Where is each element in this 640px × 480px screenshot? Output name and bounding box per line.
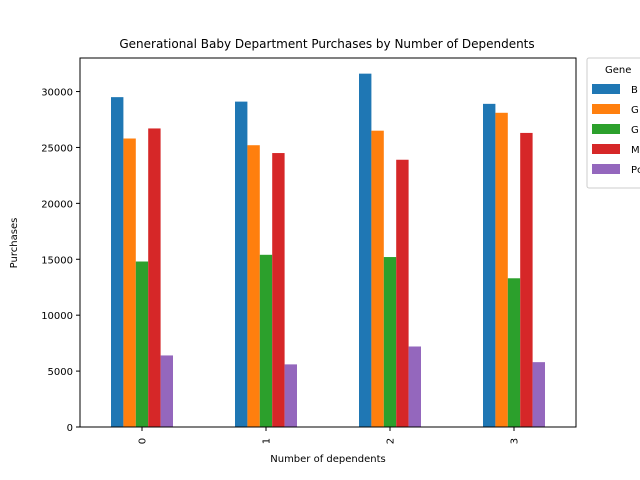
- bar-series-1-category-1: [235, 101, 248, 428]
- y-tick-label: 10000: [41, 311, 73, 322]
- legend-swatch: [592, 104, 620, 114]
- bar-series-4-category-0: [148, 128, 161, 427]
- bar-series-4-category-3: [520, 132, 533, 428]
- bar-series-5-category-3: [532, 362, 545, 427]
- legend-swatch: [592, 84, 620, 94]
- legend-label: M: [631, 145, 640, 156]
- x-tick-label: 2: [386, 438, 397, 444]
- bar-series-2-category-1: [247, 145, 260, 427]
- legend-swatch: [592, 124, 620, 134]
- legend-swatch: [592, 164, 620, 174]
- bar-series-5-category-0: [160, 355, 173, 427]
- bar-series-1-category-3: [483, 103, 496, 427]
- chart-title: Generational Baby Department Purchases b…: [119, 37, 534, 51]
- bar-series-2-category-2: [371, 130, 384, 427]
- bar-series-1-category-2: [359, 73, 372, 428]
- x-axis-ticks: 0 1 2 3: [138, 427, 521, 444]
- bar-series-3-category-1: [259, 254, 273, 427]
- bar-series-4-category-2: [396, 159, 409, 427]
- bar-series-3-category-3: [507, 278, 521, 427]
- y-tick-label: 25000: [41, 143, 73, 154]
- legend-label: G: [631, 105, 639, 116]
- legend-title: Gene: [605, 65, 631, 76]
- legend-label: B: [631, 85, 638, 96]
- y-axis-ticks: 0 5000 10000 15000 20000 25000 30000: [41, 88, 80, 434]
- y-tick-label: 0: [67, 423, 73, 434]
- x-axis-label: Number of dependents: [270, 454, 385, 465]
- bar-series-5-category-1: [284, 364, 297, 427]
- y-tick-label: 30000: [41, 88, 73, 99]
- x-tick-label: 0: [138, 438, 149, 444]
- x-tick-label: 3: [510, 438, 521, 444]
- y-tick-label: 20000: [41, 199, 73, 210]
- legend-label: G: [631, 125, 639, 136]
- bar-series-2-category-0: [123, 138, 136, 427]
- bars-group: [111, 73, 545, 428]
- legend-label: Pc: [631, 165, 640, 176]
- plot-area-frame: [79, 57, 577, 428]
- bar-series-5-category-2: [408, 346, 421, 427]
- bar-series-3-category-0: [135, 261, 149, 427]
- bar-series-2-category-3: [495, 112, 508, 427]
- bar-series-3-category-2: [383, 257, 397, 427]
- legend-swatch: [592, 144, 620, 154]
- bar-series-4-category-1: [272, 153, 285, 428]
- y-tick-label: 15000: [41, 255, 73, 266]
- y-tick-label: 5000: [48, 367, 73, 378]
- bar-series-1-category-0: [111, 97, 124, 427]
- y-axis-label: Purchases: [9, 218, 20, 269]
- x-tick-label: 1: [262, 438, 273, 444]
